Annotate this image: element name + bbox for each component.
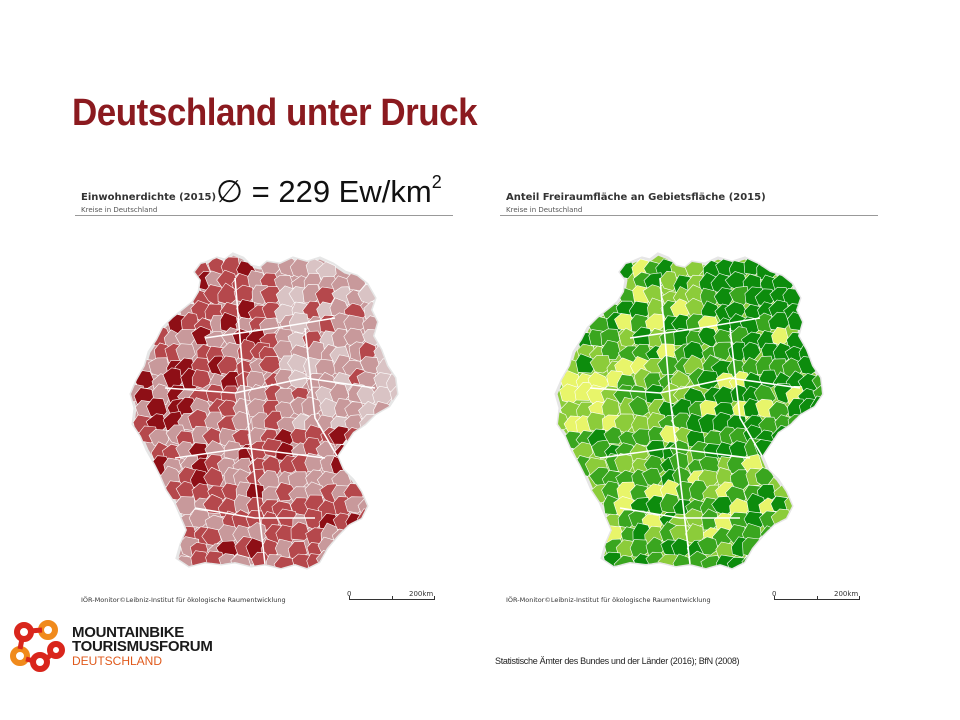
open-space-map-district (787, 311, 808, 331)
density-map-title: Einwohnerdichte (2015) (81, 192, 217, 203)
scale-start-label: 0 (347, 590, 352, 598)
density-map-panel: Einwohnerdichte (2015) Kreise in Deutsch… (75, 180, 455, 608)
logo-line-deutschland: DEUTSCHLAND (72, 654, 163, 668)
average-value: = 229 Ew/km (243, 174, 432, 209)
density-map-rule (75, 215, 453, 216)
average-exponent: 2 (431, 172, 442, 192)
density-map-district (290, 521, 311, 541)
open-space-map-credit: IÖR-Monitor©Leibniz-Institut für ökologi… (506, 596, 711, 604)
open-space-map-state-border (619, 507, 740, 519)
density-map-state-border (204, 317, 336, 339)
open-space-map-district (575, 353, 597, 374)
open-space-map (554, 252, 824, 570)
open-space-map-state-border (599, 447, 751, 459)
density-map-state-border (234, 277, 266, 565)
open-space-map-scale: 0 200km (772, 590, 862, 604)
open-space-map-rule (500, 215, 878, 216)
open-space-map-district (700, 555, 724, 568)
open-space-map-title: Anteil Freiraumfläche an Gebietsfläche (… (506, 192, 766, 203)
bike-chain-icon (10, 620, 65, 672)
open-space-map-state-border (659, 277, 691, 565)
open-space-map-district (657, 553, 679, 568)
density-map-district (191, 369, 212, 389)
open-space-map-district (600, 339, 621, 361)
open-space-map-subtitle: Kreise in Deutschland (506, 206, 583, 214)
mountainbike-tourismusforum-logo: MOUNTAINBIKE TOURISMUSFORUM DEUTSCHLAND (10, 618, 240, 678)
density-map-district (328, 425, 349, 445)
open-space-map-panel: Anteil Freiraumfläche an Gebietsfläche (… (500, 180, 880, 608)
open-space-map-state-border (629, 317, 761, 339)
open-space-map-state-border (729, 327, 763, 457)
average-density-stat: ∅ = 229 Ew/km2 (216, 172, 442, 210)
scale-start-label: 0 (772, 590, 777, 598)
logo-line-tourismusforum: TOURISMUSFORUM (72, 638, 213, 655)
open-space-map-state-border (589, 377, 801, 394)
density-map-state-border (194, 507, 315, 519)
source-citation: Statistische Ämter des Bundes und der Lä… (495, 656, 740, 666)
slide-title: Deutschland unter Druck (72, 92, 478, 134)
scale-end-label: 200km (409, 590, 434, 598)
logo-line-mountainbike: MOUNTAINBIKE (72, 624, 184, 641)
average-symbol: ∅ (216, 174, 244, 209)
open-space-map-district (603, 426, 624, 445)
density-map-state-border (174, 447, 326, 459)
density-map-subtitle: Kreise in Deutschland (81, 206, 158, 214)
density-map (129, 252, 399, 570)
density-map-state-border (304, 327, 338, 457)
density-map-state-border (164, 377, 376, 394)
open-space-map-district (712, 341, 733, 361)
open-space-map-district (697, 536, 719, 556)
density-map-scale: 0 200km (347, 590, 437, 604)
density-map-credit: IÖR-Monitor©Leibniz-Institut für ökologi… (81, 596, 286, 604)
open-space-map-district (589, 355, 612, 374)
scale-end-label: 200km (834, 590, 859, 598)
